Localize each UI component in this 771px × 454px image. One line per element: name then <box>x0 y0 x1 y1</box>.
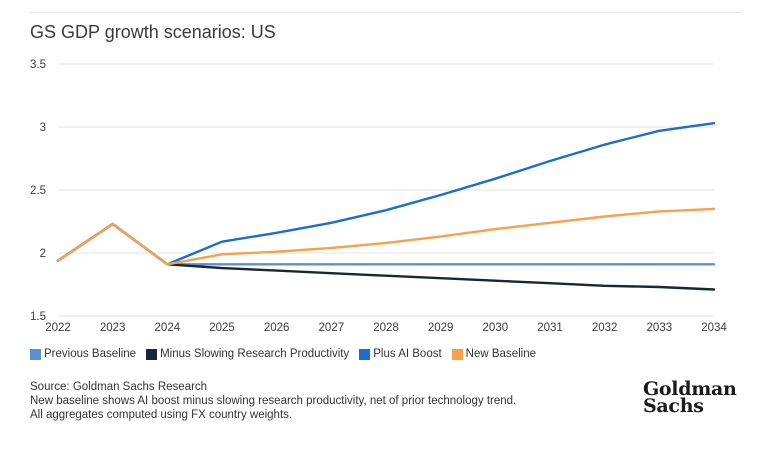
legend-item-previous-baseline[interactable]: Previous Baseline <box>30 348 136 360</box>
y-tick-label: 3.5 <box>30 59 46 71</box>
x-tick-label: 2034 <box>701 322 727 334</box>
top-rule <box>30 12 741 13</box>
x-tick-label: 2026 <box>264 322 290 334</box>
footer-notes: Source: Goldman Sachs Research New basel… <box>30 380 516 422</box>
x-tick-label: 2029 <box>428 322 454 334</box>
legend-label-plus-ai-boost: Plus AI Boost <box>373 348 442 360</box>
x-tick-label: 2024 <box>155 322 181 334</box>
legend-label-previous-baseline: Previous Baseline <box>44 348 137 360</box>
x-tick-label: 2022 <box>45 322 71 334</box>
series-line-previous-baseline <box>56 222 716 266</box>
x-tick-label: 2028 <box>373 322 399 334</box>
legend-swatch-minus-slowing <box>146 348 158 360</box>
x-tick-label: 2030 <box>483 322 509 334</box>
y-tick-label: 1.5 <box>30 311 46 323</box>
legend-swatch-new-baseline <box>451 348 463 360</box>
series-line-new-baseline <box>56 207 716 266</box>
legend-item-minus-slowing[interactable]: Minus Slowing Research Productivity <box>146 348 349 360</box>
legend-swatch-previous-baseline <box>30 348 41 360</box>
x-tick-label: 2032 <box>592 322 618 334</box>
y-tick-label: 2 <box>40 248 46 260</box>
legend-item-plus-ai-boost[interactable]: Plus AI Boost <box>359 348 442 360</box>
logo-line-1: Goldman <box>643 378 737 400</box>
legend: Previous Baseline Minus Slowing Research… <box>30 348 546 360</box>
source-note: Source: Goldman Sachs Research <box>30 381 208 393</box>
legend-label-new-baseline: New Baseline <box>465 348 536 360</box>
x-tick-label: 2025 <box>209 322 235 334</box>
goldman-sachs-logo: Goldman Sachs <box>643 378 737 417</box>
legend-label-minus-slowing: Minus Slowing Research Productivity <box>160 348 350 360</box>
x-tick-label: 2031 <box>537 322 563 334</box>
legend-item-new-baseline[interactable]: New Baseline <box>451 348 536 360</box>
x-tick-label: 2033 <box>647 322 673 334</box>
chart-title: GS GDP growth scenarios: US <box>30 22 276 42</box>
footnote-1: New baseline shows AI boost minus slowin… <box>30 395 517 407</box>
y-tick-label: 3 <box>40 122 46 134</box>
footnote-2: All aggregates computed using FX country… <box>30 409 293 421</box>
x-tick-label: 2023 <box>100 322 126 334</box>
legend-swatch-plus-ai-boost <box>359 348 371 360</box>
y-tick-label: 2.5 <box>30 185 46 197</box>
x-tick-label: 2027 <box>319 322 345 334</box>
logo-line-2: Sachs <box>643 395 704 417</box>
